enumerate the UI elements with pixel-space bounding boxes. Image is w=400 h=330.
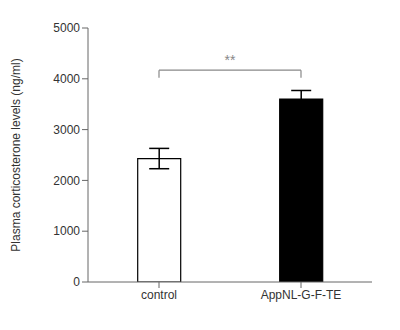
svg-text:control: control — [141, 288, 177, 302]
svg-text:4000: 4000 — [53, 72, 80, 86]
svg-text:2000: 2000 — [53, 174, 80, 188]
svg-text:1000: 1000 — [53, 224, 80, 238]
svg-text:3000: 3000 — [53, 123, 80, 137]
svg-text:**: ** — [225, 52, 236, 68]
svg-text:Plasma corticosterone levels (: Plasma corticosterone levels (ng/ml) — [9, 58, 23, 251]
svg-text:AppNL-G-F-TE: AppNL-G-F-TE — [261, 288, 342, 302]
svg-text:0: 0 — [73, 275, 80, 289]
svg-text:5000: 5000 — [53, 21, 80, 35]
